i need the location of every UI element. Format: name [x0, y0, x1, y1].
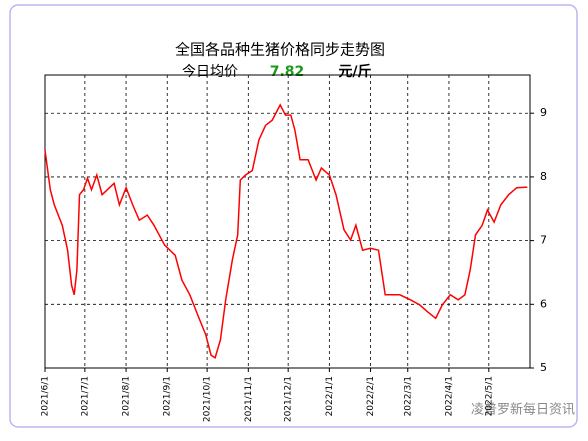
price-line	[44, 103, 528, 359]
x-tick-label: 2021/9/1	[163, 376, 173, 416]
frame	[9, 4, 578, 428]
y-tick-label: 6	[540, 297, 547, 310]
x-tick-label: 2022/5/1	[484, 376, 494, 416]
subtitle-label: 今日均价	[182, 64, 238, 80]
y-tick-label: 5	[540, 361, 547, 374]
x-tick-label: 2021/7/1	[80, 376, 90, 416]
x-tick-label: 2021/11/1	[244, 376, 254, 422]
y-tick-label: 8	[540, 170, 547, 183]
x-tick-label: 2021/8/1	[122, 376, 132, 416]
chart-title: 全国各品种生猪价格同步走势图	[175, 41, 385, 59]
today-value: 7.82	[270, 64, 305, 80]
x-tick-label: 2022/3/1	[403, 376, 413, 416]
x-tick-label: 2022/1/1	[325, 376, 335, 416]
watermark: 凌普罗新每日资讯	[471, 402, 575, 418]
x-tick-label: 2022/4/1	[444, 376, 454, 416]
plot-border	[44, 74, 531, 369]
x-tick-label: 2022/2/1	[366, 376, 376, 416]
x-tick-label: 2021/12/1	[284, 376, 294, 422]
y-tick-label: 7	[540, 234, 547, 247]
y-tick-label: 9	[540, 106, 547, 119]
x-tick-label: 2021/10/1	[203, 376, 213, 422]
x-tick-label: 2021/6/1	[41, 376, 51, 416]
unit: 元/斤	[338, 63, 371, 80]
